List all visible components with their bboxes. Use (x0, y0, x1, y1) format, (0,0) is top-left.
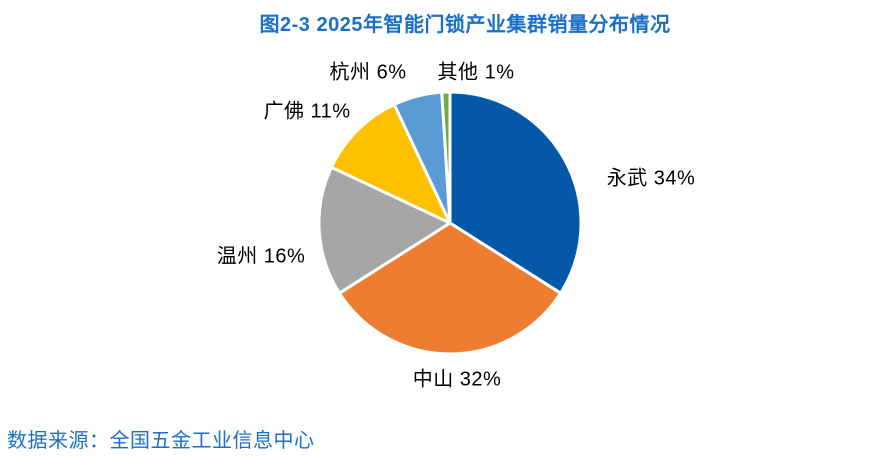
pie-slice-4 (329, 102, 452, 225)
pie-slice-label-1: 永武 34% (606, 167, 696, 190)
pie-slice-6 (440, 90, 452, 225)
pie-slice-label-4: 广佛 11% (263, 100, 351, 123)
pie-slice-label-5: 杭州 6% (329, 61, 407, 84)
pie-slice-label-6: 其他 1% (437, 61, 515, 84)
pie-slice-3 (317, 165, 452, 295)
pie-slice-label-3: 温州 16% (216, 245, 306, 268)
pie-slice-label-2: 中山 32% (412, 368, 502, 391)
chart-title: 图2-3 2025年智能门锁产业集群销量分布情况 (259, 14, 671, 36)
data-source: 数据来源：全国五金工业信息中心 (7, 430, 315, 452)
pie-slice-2 (337, 221, 563, 356)
